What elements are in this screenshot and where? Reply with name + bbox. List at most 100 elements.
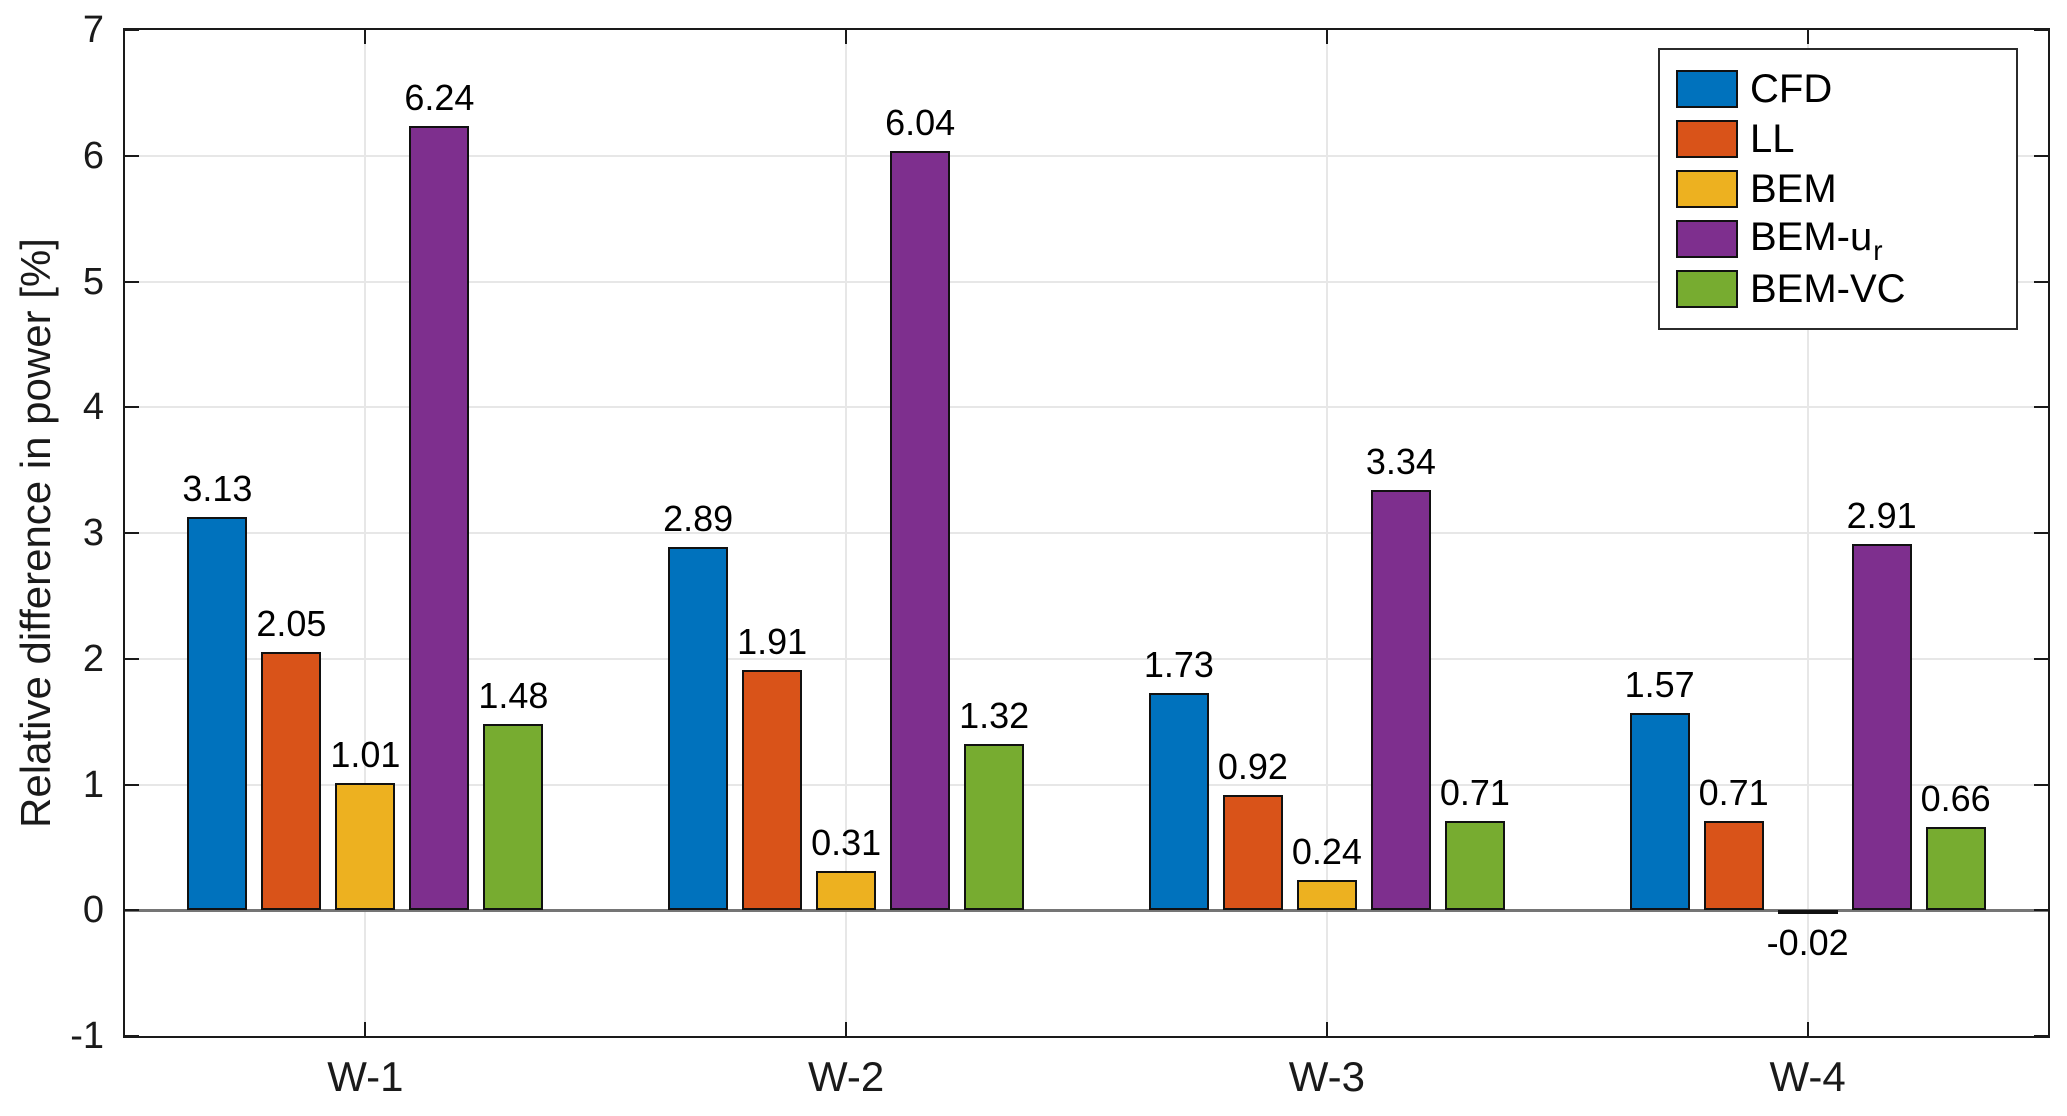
bar-value-label: 6.24 xyxy=(404,76,475,118)
x-tick-label-W-1: W-1 xyxy=(327,1053,404,1100)
v-gridline xyxy=(1806,30,1809,1036)
y-tick-label: 1 xyxy=(82,763,104,806)
h-gridline xyxy=(125,657,2048,660)
v-gridline xyxy=(1325,30,1328,1036)
bar-BEM-W-2 xyxy=(816,871,877,911)
legend-label: BEM xyxy=(1750,167,1837,211)
y-axis-tick xyxy=(2034,29,2048,31)
bar-value-label: 0.71 xyxy=(1439,771,1510,813)
bar-value-label: 0.66 xyxy=(1920,778,1991,820)
legend-label: BEM-VC xyxy=(1750,267,1906,311)
y-tick-label: 0 xyxy=(82,889,104,932)
legend-item-BEM-VC: BEM-VC xyxy=(1676,265,2016,313)
legend: CFD LL BEM BEM-ur BEM-VC xyxy=(1658,48,2018,330)
legend-item-BEM-u: BEM-ur xyxy=(1676,215,2016,266)
y-tick-label: 3 xyxy=(82,512,104,554)
y-axis-tick xyxy=(2034,909,2048,912)
x-axis-tick xyxy=(1806,1022,1809,1036)
y-tick-label: 4 xyxy=(82,386,104,429)
y-axis-tick xyxy=(125,154,139,157)
y-axis-tick xyxy=(125,783,139,786)
bar-LL-W-4 xyxy=(1703,820,1764,911)
bar-value-label: 3.13 xyxy=(182,467,253,509)
bar-BEM-W-1 xyxy=(335,783,396,911)
legend-label: CFD xyxy=(1750,67,1833,111)
bar-BEM-u-W-2 xyxy=(890,150,951,911)
y-axis-tick xyxy=(2034,406,2048,409)
y-axis-tick xyxy=(125,1035,139,1037)
y-tick-label: -1 xyxy=(70,1015,104,1057)
y-axis-tick xyxy=(125,909,139,912)
bar-CFD-W-1 xyxy=(187,516,248,911)
bar-LL-W-1 xyxy=(261,652,322,911)
bar-CFD-W-3 xyxy=(1148,692,1209,911)
y-tick-label: 7 xyxy=(82,9,104,51)
bar-value-label: 1.01 xyxy=(330,734,401,776)
x-axis-tick xyxy=(845,30,848,44)
legend-swatch-BEM-VC xyxy=(1676,270,1738,308)
x-axis-tick xyxy=(364,1022,367,1036)
bar-BEM-VC-W-1 xyxy=(483,724,544,911)
bar-value-label: 1.32 xyxy=(959,695,1030,737)
x-axis-tick xyxy=(1806,30,1809,44)
x-axis-tick xyxy=(364,30,367,44)
x-tick-label-W-4: W-4 xyxy=(1769,1053,1846,1100)
y-axis-tick xyxy=(2034,280,2048,283)
h-gridline xyxy=(125,406,2048,409)
bar-BEM-VC-W-2 xyxy=(964,744,1025,911)
bar-value-label: 1.48 xyxy=(478,675,549,717)
h-gridline xyxy=(125,280,2048,283)
bar-BEM-W-3 xyxy=(1296,880,1357,911)
bar-BEM-u-W-1 xyxy=(409,125,470,911)
h-gridline xyxy=(125,154,2048,157)
y-axis-tick xyxy=(2034,154,2048,157)
bar-value-label: -0.02 xyxy=(1766,921,1849,963)
y-axis-tick xyxy=(125,280,139,283)
y-axis-tick xyxy=(2034,532,2048,534)
legend-label: BEM-ur xyxy=(1750,215,1883,266)
x-axis-tick xyxy=(845,1022,848,1036)
bar-BEM-W-4 xyxy=(1777,910,1838,915)
bar-value-label: 3.34 xyxy=(1365,441,1436,483)
legend-swatch-BEM xyxy=(1676,170,1738,208)
zero-baseline xyxy=(125,908,2048,912)
legend-swatch-CFD xyxy=(1676,70,1738,108)
x-tick-label-W-3: W-3 xyxy=(1288,1053,1365,1100)
bar-value-label: 2.91 xyxy=(1846,495,1917,537)
x-axis-tick xyxy=(1325,1022,1328,1036)
legend-swatch-BEM-u xyxy=(1676,220,1738,258)
y-tick-label: 5 xyxy=(82,260,104,303)
bar-value-label: 2.05 xyxy=(256,603,327,645)
legend-swatch-LL xyxy=(1676,120,1738,158)
bar-value-label: 0.31 xyxy=(811,822,882,864)
legend-item-CFD: CFD xyxy=(1676,65,2016,113)
y-axis-tick xyxy=(125,532,139,534)
bar-LL-W-2 xyxy=(742,670,803,911)
bar-CFD-W-2 xyxy=(668,546,729,911)
bar-BEM-u-W-3 xyxy=(1370,490,1431,911)
bar-value-label: 1.73 xyxy=(1143,643,1214,685)
h-gridline xyxy=(125,532,2048,534)
bar-BEM-u-W-4 xyxy=(1851,544,1912,911)
v-gridline xyxy=(364,30,367,1036)
legend-label-subscript: r xyxy=(1873,235,1883,266)
legend-label: LL xyxy=(1750,117,1795,161)
bar-value-label: 1.57 xyxy=(1624,663,1695,705)
bar-BEM-VC-W-3 xyxy=(1444,820,1505,911)
y-axis-tick xyxy=(125,29,139,31)
y-tick-label: 2 xyxy=(82,637,104,680)
bar-BEM-VC-W-4 xyxy=(1925,827,1986,911)
x-tick-label-W-2: W-2 xyxy=(808,1053,885,1100)
bar-LL-W-3 xyxy=(1222,794,1283,911)
y-axis-tick xyxy=(2034,657,2048,660)
y-axis-tick xyxy=(2034,783,2048,786)
legend-item-LL: LL xyxy=(1676,115,2016,163)
bar-value-label: 0.24 xyxy=(1291,831,1362,873)
y-tick-label: 6 xyxy=(82,134,104,177)
bar-value-label: 0.92 xyxy=(1217,745,1288,787)
v-gridline xyxy=(845,30,848,1036)
y-axis-tick xyxy=(2034,1035,2048,1037)
legend-item-BEM: BEM xyxy=(1676,165,2016,213)
bar-value-label: 2.89 xyxy=(663,497,734,539)
